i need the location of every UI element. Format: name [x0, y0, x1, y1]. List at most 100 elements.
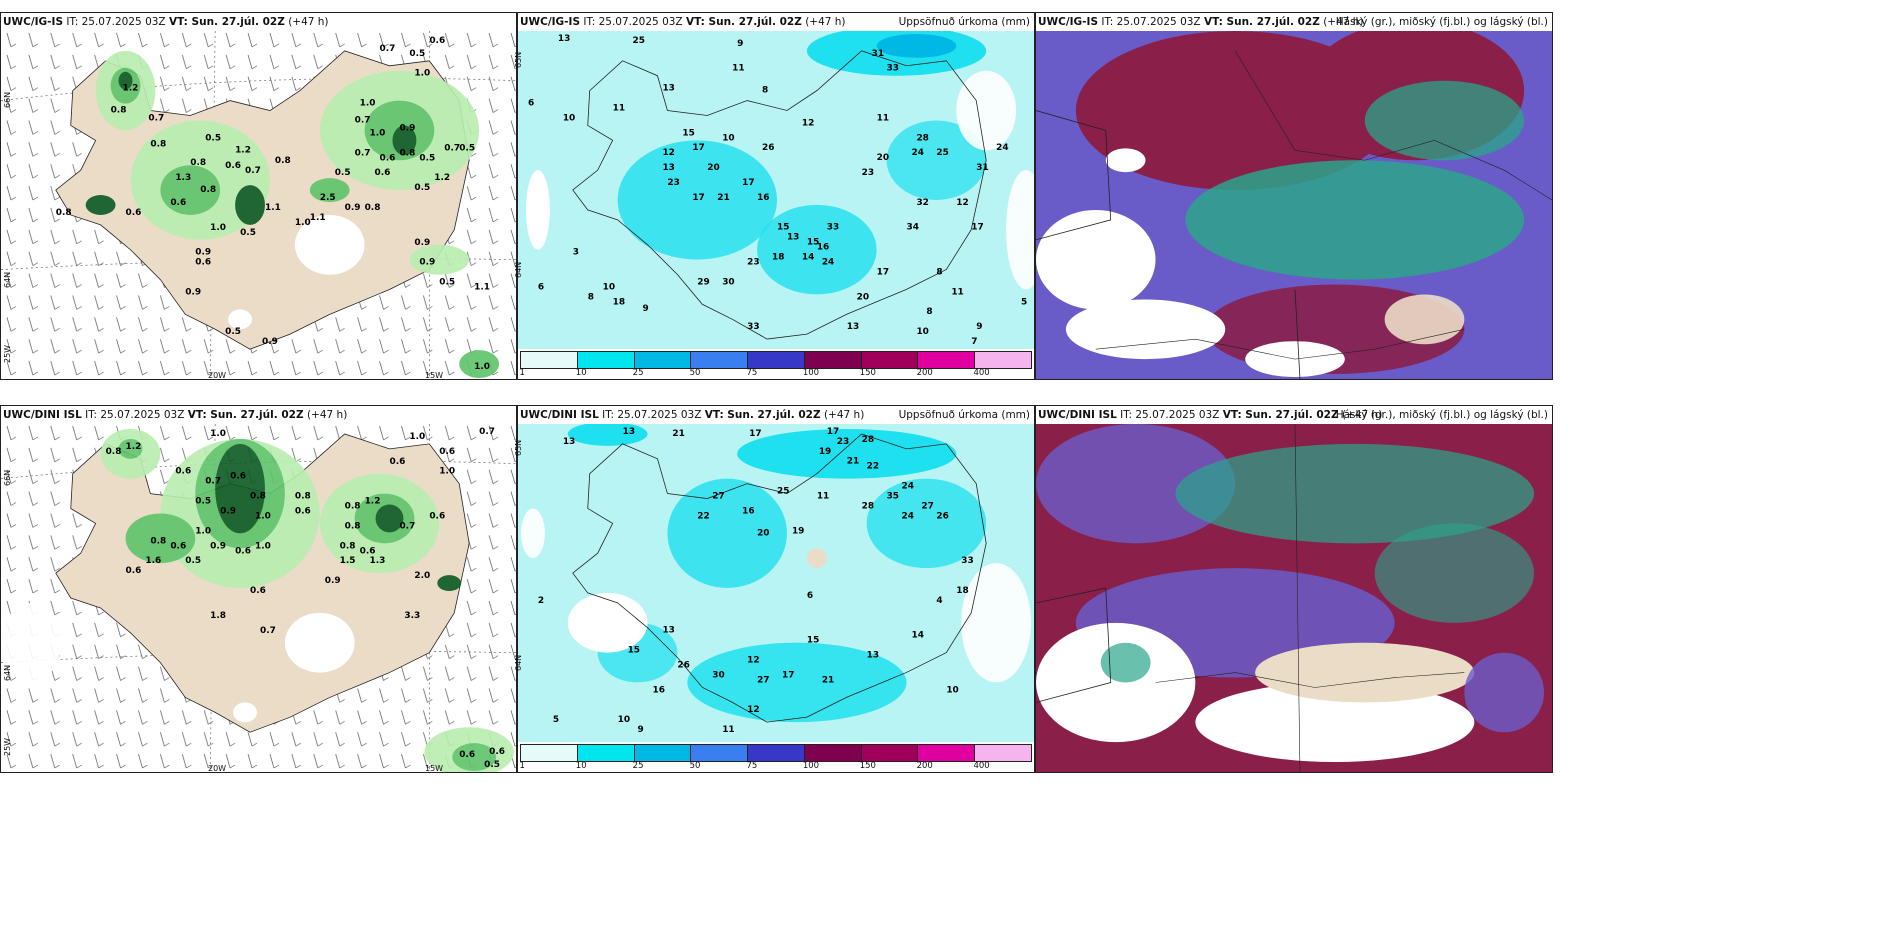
legend-swatch: [748, 745, 805, 761]
svg-text:1.0: 1.0: [255, 541, 271, 551]
svg-text:1.3: 1.3: [175, 173, 191, 183]
svg-text:14: 14: [911, 631, 923, 641]
legend-swatch: [577, 745, 635, 761]
svg-text:19: 19: [792, 526, 804, 536]
map-area[interactable]: 1.2 0.8 1.0 1.0 0.6 1.0 0.7 0.6 0.6 0.7 …: [1, 424, 516, 772]
svg-text:11: 11: [951, 287, 963, 297]
svg-text:33: 33: [887, 64, 899, 74]
svg-text:35: 35: [887, 492, 899, 502]
svg-text:17: 17: [749, 429, 761, 439]
map-area[interactable]: 13 13 21 17 17 23 28 19 21 22 27 22 16 2…: [518, 424, 1034, 742]
legend-label: 400: [973, 368, 990, 378]
svg-text:13: 13: [662, 163, 674, 173]
svg-text:0.6: 0.6: [375, 168, 391, 178]
svg-text:0.8: 0.8: [56, 208, 72, 218]
legend-swatch: [918, 352, 976, 368]
legend-label: 75: [746, 368, 758, 378]
svg-text:23: 23: [747, 258, 759, 268]
legend-swatch: [634, 745, 692, 761]
svg-text:17: 17: [827, 427, 839, 437]
svg-text:10: 10: [916, 327, 928, 337]
svg-text:0.5: 0.5: [409, 49, 425, 59]
map-area[interactable]: 1.2 0.8 0.7 0.8 0.5 1.2 0.8 0.6 0.7 0.8 …: [1, 31, 516, 379]
lat-label-65-right: 65N: [514, 439, 523, 456]
svg-text:24: 24: [822, 258, 834, 268]
svg-text:12: 12: [662, 148, 674, 158]
svg-text:1.0: 1.0: [210, 429, 226, 439]
lon-label-15w: 15W: [425, 371, 444, 380]
svg-text:0.7: 0.7: [399, 521, 415, 531]
svg-text:34: 34: [906, 223, 918, 233]
panel-cloud-igis: UWC/IG-IS IT: 25.07.2025 03Z VT: Sun. 27…: [1035, 12, 1553, 380]
svg-text:9: 9: [638, 725, 644, 735]
svg-text:0.6: 0.6: [230, 472, 246, 482]
legend-label: 1: [519, 368, 525, 378]
svg-text:0.6: 0.6: [250, 586, 266, 596]
svg-text:1.1: 1.1: [310, 213, 326, 223]
svg-text:13: 13: [563, 437, 575, 447]
svg-text:0.7: 0.7: [380, 44, 396, 54]
svg-text:32: 32: [916, 198, 928, 208]
svg-text:0.9: 0.9: [210, 541, 226, 551]
svg-text:0.6: 0.6: [126, 208, 142, 218]
svg-text:30: 30: [722, 277, 734, 287]
svg-text:1.0: 1.0: [360, 99, 376, 109]
svg-text:0.6: 0.6: [439, 447, 455, 457]
svg-text:1.0: 1.0: [195, 526, 211, 536]
svg-text:0.6: 0.6: [170, 198, 186, 208]
svg-text:0.6: 0.6: [389, 457, 405, 467]
legend-label: 25: [632, 368, 644, 378]
svg-text:18: 18: [956, 586, 968, 596]
svg-text:0.6: 0.6: [195, 258, 211, 268]
legend-swatch: [748, 352, 805, 368]
svg-text:3: 3: [573, 248, 579, 258]
svg-text:0.6: 0.6: [429, 36, 445, 46]
svg-text:13: 13: [662, 84, 674, 94]
svg-text:21: 21: [717, 193, 729, 203]
svg-text:0.6: 0.6: [360, 546, 376, 556]
panel-title: UWC/IG-IS IT: 25.07.2025 03Z VT: Sun. 27…: [1036, 13, 1552, 31]
svg-text:1.0: 1.0: [255, 511, 271, 521]
svg-text:25: 25: [777, 487, 789, 497]
svg-text:0.7: 0.7: [148, 113, 164, 123]
svg-text:2.0: 2.0: [414, 571, 430, 581]
legend-swatch: [577, 352, 635, 368]
lat-label-64-right: 64N: [514, 261, 523, 278]
legend-swatch: [634, 352, 692, 368]
svg-text:0.9: 0.9: [185, 287, 201, 297]
svg-text:27: 27: [921, 501, 933, 511]
svg-text:0.6: 0.6: [170, 541, 186, 551]
map-area[interactable]: [1036, 424, 1552, 772]
cloud-map: [1036, 424, 1552, 772]
svg-text:16: 16: [652, 685, 664, 695]
svg-text:15: 15: [807, 636, 819, 646]
svg-text:0.8: 0.8: [340, 541, 356, 551]
svg-text:0.6: 0.6: [225, 161, 241, 171]
map-area[interactable]: 13 25 9 11 31 33 6 10 10 8 11 13 15 12 1…: [518, 31, 1034, 349]
svg-text:8: 8: [926, 307, 932, 317]
svg-text:0.8: 0.8: [106, 447, 122, 457]
svg-text:9: 9: [976, 322, 982, 332]
svg-text:0.7: 0.7: [245, 166, 261, 176]
map-area[interactable]: [1036, 31, 1552, 379]
svg-text:17: 17: [971, 223, 983, 233]
wind-map: 1.2 0.8 1.0 1.0 0.6 1.0 0.7 0.6 0.6 0.7 …: [1, 424, 516, 772]
svg-text:6: 6: [528, 99, 534, 109]
svg-text:0.9: 0.9: [262, 337, 278, 347]
svg-text:0.8: 0.8: [150, 536, 166, 546]
svg-text:13: 13: [867, 651, 879, 661]
svg-text:0.5: 0.5: [185, 556, 201, 566]
legend-swatch: [691, 745, 749, 761]
svg-text:8: 8: [762, 86, 768, 96]
svg-text:0.8: 0.8: [399, 148, 415, 158]
svg-text:33: 33: [747, 322, 759, 332]
svg-text:0.8: 0.8: [275, 156, 291, 166]
wind-map: 1.2 0.8 0.7 0.8 0.5 1.2 0.8 0.6 0.7 0.8 …: [1, 31, 516, 379]
panel-cloud-dini: UWC/DINI ISL IT: 25.07.2025 03Z VT: Sun.…: [1035, 405, 1553, 773]
svg-text:15: 15: [777, 223, 789, 233]
svg-text:0.9: 0.9: [414, 238, 430, 248]
svg-text:0.6: 0.6: [175, 467, 191, 477]
svg-text:1.5: 1.5: [340, 556, 356, 566]
svg-text:0.5: 0.5: [484, 760, 500, 770]
svg-text:0.5: 0.5: [439, 278, 455, 288]
